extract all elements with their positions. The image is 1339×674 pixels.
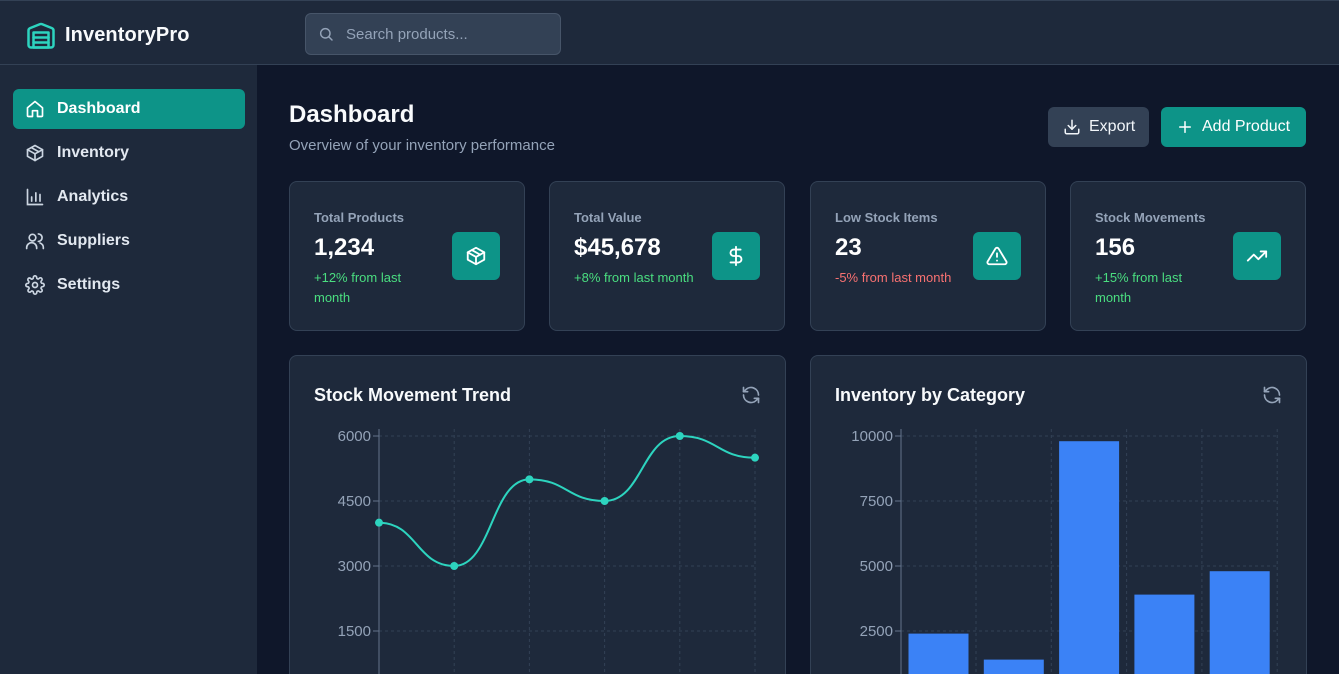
- y-tick-label: 6000: [338, 428, 371, 445]
- bar: [1209, 571, 1270, 674]
- plus-icon: [1179, 121, 1191, 133]
- top-bar: InventoryPro: [0, 0, 1339, 65]
- stat-badge: [1233, 232, 1281, 280]
- stat-title: Low Stock Items: [835, 210, 938, 225]
- y-tick-label: 10000: [851, 428, 893, 445]
- sidebar-item-label: Dashboard: [57, 100, 141, 117]
- page-title: Dashboard: [289, 101, 415, 128]
- sidebar-item-dashboard[interactable]: Dashboard: [13, 89, 245, 129]
- add-product-button[interactable]: Add Product: [1161, 107, 1306, 147]
- y-tick-label: 7500: [860, 493, 893, 510]
- export-button[interactable]: Export: [1048, 107, 1149, 147]
- data-point: [375, 518, 383, 527]
- trending-up-icon: [1246, 250, 1268, 262]
- bar: [1059, 441, 1120, 674]
- box-icon: [26, 144, 44, 162]
- y-tick-label: 2500: [860, 623, 893, 640]
- page-subtitle: Overview of your inventory performance: [289, 137, 555, 154]
- stat-badge: [973, 232, 1021, 280]
- refresh-icon[interactable]: [741, 385, 761, 405]
- home-icon: [26, 100, 44, 118]
- bar: [983, 659, 1044, 674]
- chart-title: Inventory by Category: [835, 385, 1026, 405]
- sidebar-item-analytics[interactable]: Analytics: [13, 177, 245, 217]
- y-tick-label: 5000: [860, 558, 893, 575]
- bar: [1134, 594, 1195, 674]
- box-icon: [466, 246, 486, 266]
- data-point: [751, 453, 759, 462]
- y-tick-label: 4500: [338, 493, 371, 510]
- search-box[interactable]: [305, 13, 561, 55]
- stat-change: -5% from last month: [835, 270, 952, 285]
- y-tick-label: 3000: [338, 558, 371, 575]
- stat-card-stock-movements: Stock Movements 156 +15% from last month: [1070, 181, 1306, 331]
- warehouse-icon: [27, 22, 55, 49]
- stat-card-low-stock: Low Stock Items 23 -5% from last month: [810, 181, 1046, 331]
- app-name: InventoryPro: [65, 23, 190, 46]
- stat-change: +12% from last month: [314, 270, 402, 305]
- data-point: [450, 562, 459, 570]
- refresh-icon[interactable]: [1262, 385, 1282, 405]
- search-input[interactable]: [346, 25, 546, 43]
- warning-icon: [986, 246, 1008, 266]
- sidebar-item-label: Analytics: [57, 188, 129, 205]
- add-product-label: Add Product: [1202, 118, 1291, 135]
- line-chart: 6000 4500 3000 1500: [338, 428, 759, 674]
- stat-value: 23: [835, 234, 862, 261]
- data-point: [675, 432, 684, 440]
- sidebar: Dashboard Inventory Analytics Suppliers …: [0, 65, 257, 674]
- bar-chart: 10000 7500 5000 2500: [851, 428, 1278, 674]
- users-icon: [25, 233, 45, 250]
- download-icon: [1064, 119, 1080, 135]
- stat-badge: [712, 232, 760, 280]
- sidebar-item-label: Settings: [57, 276, 121, 293]
- sidebar-item-inventory[interactable]: Inventory: [13, 133, 245, 173]
- export-label: Export: [1089, 118, 1136, 135]
- search-icon: [319, 27, 333, 41]
- stat-change: +8% from last month: [574, 270, 694, 285]
- gear-icon: [25, 275, 45, 295]
- sidebar-item-settings[interactable]: Settings: [13, 265, 245, 305]
- stat-title: Total Value: [574, 210, 642, 225]
- chart-title: Stock Movement Trend: [314, 385, 512, 405]
- dollar-icon: [729, 245, 743, 267]
- data-point: [600, 497, 609, 505]
- stat-title: Stock Movements: [1095, 210, 1206, 225]
- stat-value: 156: [1095, 234, 1136, 261]
- inventory-category-panel: Inventory by Category 10000 7500 5000 2500: [810, 355, 1307, 674]
- stat-card-total-products: Total Products 1,234 +12% from last mont…: [289, 181, 525, 331]
- y-tick-label: 1500: [338, 623, 371, 640]
- stock-movement-panel: Stock Movement Trend 6000 4500 3000 1500: [289, 355, 786, 674]
- sidebar-item-suppliers[interactable]: Suppliers: [13, 221, 245, 261]
- stat-card-total-value: Total Value $45,678 +8% from last month: [549, 181, 785, 331]
- sidebar-item-label: Inventory: [57, 144, 130, 161]
- bar: [908, 633, 969, 674]
- stat-badge: [452, 232, 500, 280]
- stat-title: Total Products: [314, 210, 405, 225]
- sidebar-item-label: Suppliers: [57, 232, 130, 249]
- stat-value: 1,234: [314, 234, 375, 261]
- brand[interactable]: InventoryPro: [26, 20, 190, 50]
- stat-change: +15% from last month: [1095, 270, 1183, 305]
- stat-value: $45,678: [574, 234, 661, 261]
- data-point: [525, 475, 534, 484]
- bar-chart-icon: [26, 188, 44, 206]
